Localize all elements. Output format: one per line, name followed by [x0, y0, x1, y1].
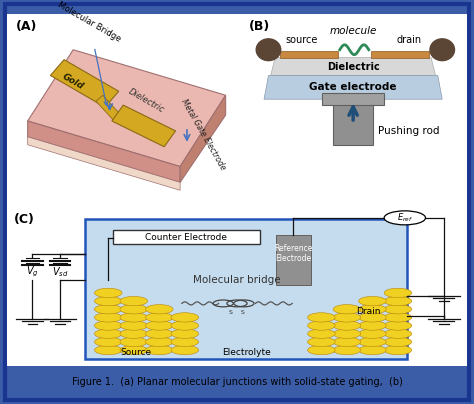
Circle shape: [384, 313, 412, 322]
Circle shape: [256, 39, 281, 61]
Circle shape: [359, 321, 386, 330]
Polygon shape: [180, 95, 226, 182]
Polygon shape: [96, 95, 121, 121]
FancyBboxPatch shape: [280, 51, 337, 58]
Text: source: source: [286, 35, 318, 45]
Circle shape: [146, 329, 173, 339]
Circle shape: [146, 321, 173, 330]
Circle shape: [384, 321, 412, 330]
Text: Metal Gate Electrode: Metal Gate Electrode: [179, 98, 227, 172]
Bar: [7, 14, 467, 366]
Text: Electrolyte: Electrolyte: [222, 348, 271, 357]
Circle shape: [171, 337, 199, 347]
Circle shape: [120, 345, 147, 355]
Circle shape: [308, 345, 335, 355]
Text: $V_{sd}$: $V_{sd}$: [52, 265, 68, 279]
Text: Figure 1.  (a) Planar molecular junctions with solid-state gating,  (b): Figure 1. (a) Planar molecular junctions…: [72, 377, 402, 387]
Text: $E_{ref}$: $E_{ref}$: [397, 212, 413, 224]
Text: Pushing rod: Pushing rod: [378, 126, 439, 136]
Circle shape: [308, 321, 335, 330]
Circle shape: [333, 313, 361, 322]
Circle shape: [384, 345, 412, 355]
Text: Drain: Drain: [356, 307, 381, 316]
Circle shape: [171, 321, 199, 330]
Circle shape: [171, 345, 199, 355]
Circle shape: [359, 313, 386, 322]
Circle shape: [384, 288, 412, 298]
Polygon shape: [264, 76, 442, 99]
FancyBboxPatch shape: [276, 235, 310, 285]
Circle shape: [94, 321, 122, 330]
Polygon shape: [271, 58, 436, 76]
Polygon shape: [50, 60, 119, 107]
Circle shape: [94, 288, 122, 298]
Polygon shape: [112, 105, 175, 147]
Circle shape: [359, 297, 386, 306]
Circle shape: [120, 337, 147, 347]
Circle shape: [333, 321, 361, 330]
Circle shape: [94, 297, 122, 306]
FancyBboxPatch shape: [333, 101, 373, 145]
Circle shape: [120, 329, 147, 339]
Circle shape: [146, 305, 173, 314]
Circle shape: [430, 39, 455, 61]
Text: Reference
Electrode: Reference Electrode: [274, 244, 312, 263]
Circle shape: [384, 211, 426, 225]
Circle shape: [333, 305, 361, 314]
Circle shape: [333, 337, 361, 347]
Circle shape: [171, 313, 199, 322]
Polygon shape: [27, 50, 226, 166]
Text: Gate electrode: Gate electrode: [310, 82, 397, 93]
Text: Dielectric: Dielectric: [127, 87, 165, 115]
Circle shape: [94, 345, 122, 355]
Circle shape: [333, 329, 361, 339]
Text: Dielectric: Dielectric: [327, 61, 380, 72]
Circle shape: [359, 329, 386, 339]
FancyBboxPatch shape: [85, 219, 407, 360]
Circle shape: [146, 313, 173, 322]
Polygon shape: [27, 137, 180, 190]
Circle shape: [120, 313, 147, 322]
Circle shape: [308, 337, 335, 347]
Text: Counter Electrode: Counter Electrode: [146, 233, 228, 242]
Text: Gold: Gold: [61, 72, 85, 91]
Circle shape: [120, 305, 147, 314]
Circle shape: [359, 337, 386, 347]
Circle shape: [120, 297, 147, 306]
Circle shape: [94, 313, 122, 322]
Text: S    S: S S: [229, 310, 245, 315]
Circle shape: [384, 297, 412, 306]
Circle shape: [384, 329, 412, 339]
Text: molecule: molecule: [329, 26, 377, 36]
Text: Source: Source: [120, 348, 151, 357]
FancyBboxPatch shape: [371, 51, 429, 58]
Circle shape: [359, 305, 386, 314]
Circle shape: [94, 305, 122, 314]
Circle shape: [384, 337, 412, 347]
Circle shape: [146, 337, 173, 347]
FancyBboxPatch shape: [322, 93, 384, 105]
Text: $V_g$: $V_g$: [26, 265, 39, 280]
Circle shape: [308, 313, 335, 322]
Circle shape: [333, 345, 361, 355]
FancyBboxPatch shape: [113, 230, 260, 244]
Circle shape: [308, 329, 335, 339]
Circle shape: [359, 345, 386, 355]
Circle shape: [120, 321, 147, 330]
Text: Molecular bridge: Molecular bridge: [193, 275, 281, 285]
Circle shape: [384, 305, 412, 314]
Polygon shape: [27, 121, 180, 182]
Text: (C): (C): [14, 213, 35, 226]
Text: (A): (A): [16, 20, 37, 33]
Circle shape: [146, 345, 173, 355]
Circle shape: [171, 329, 199, 339]
Text: drain: drain: [396, 35, 421, 45]
Text: (B): (B): [248, 20, 270, 33]
Text: Molecular Bridge: Molecular Bridge: [56, 0, 122, 105]
Circle shape: [94, 337, 122, 347]
Circle shape: [94, 329, 122, 339]
